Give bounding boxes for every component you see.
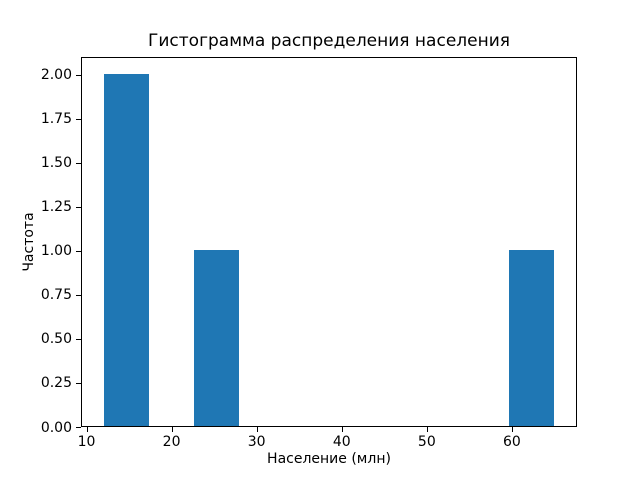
- y-axis-label: Частота: [21, 212, 37, 272]
- x-tick-mark: [426, 427, 428, 432]
- y-tick-label: 0.75: [40, 287, 72, 304]
- plot-area: [81, 57, 577, 427]
- y-tick-mark: [76, 382, 81, 384]
- y-tick-label: 1.75: [40, 111, 72, 128]
- x-tick-mark: [256, 427, 258, 432]
- y-tick-mark: [76, 118, 81, 120]
- y-tick-mark: [76, 74, 81, 76]
- y-tick-mark: [76, 338, 81, 340]
- x-tick-label: 60: [502, 434, 521, 450]
- y-tick-label: 0.50: [40, 331, 72, 348]
- x-tick-mark: [341, 427, 343, 432]
- y-tick-mark: [76, 206, 81, 208]
- histogram-bar: [193, 249, 239, 426]
- x-tick-label: 40: [332, 434, 351, 450]
- x-tick-mark: [86, 427, 88, 432]
- y-tick-label: 2.00: [40, 67, 72, 84]
- x-tick-label: 10: [77, 434, 96, 450]
- y-tick-label: 1.25: [40, 199, 72, 216]
- y-tick-mark: [76, 250, 81, 252]
- x-tick-label: 20: [162, 434, 181, 450]
- x-tick-label: 50: [417, 434, 436, 450]
- x-tick-mark: [171, 427, 173, 432]
- x-axis-label: Население (млн): [267, 451, 391, 467]
- y-tick-label: 1.00: [40, 243, 72, 260]
- y-tick-mark: [76, 427, 81, 428]
- y-tick-mark: [76, 294, 81, 296]
- y-tick-label: 0.25: [40, 375, 72, 392]
- chart-title: Гистограмма распределения населения: [148, 31, 510, 51]
- histogram-bar: [509, 249, 555, 426]
- x-tick-mark: [511, 427, 513, 432]
- histogram-bar: [103, 73, 149, 426]
- y-tick-label: 0.00: [40, 419, 72, 436]
- y-tick-mark: [76, 162, 81, 164]
- y-tick-label: 1.50: [40, 155, 72, 172]
- x-tick-label: 30: [247, 434, 266, 450]
